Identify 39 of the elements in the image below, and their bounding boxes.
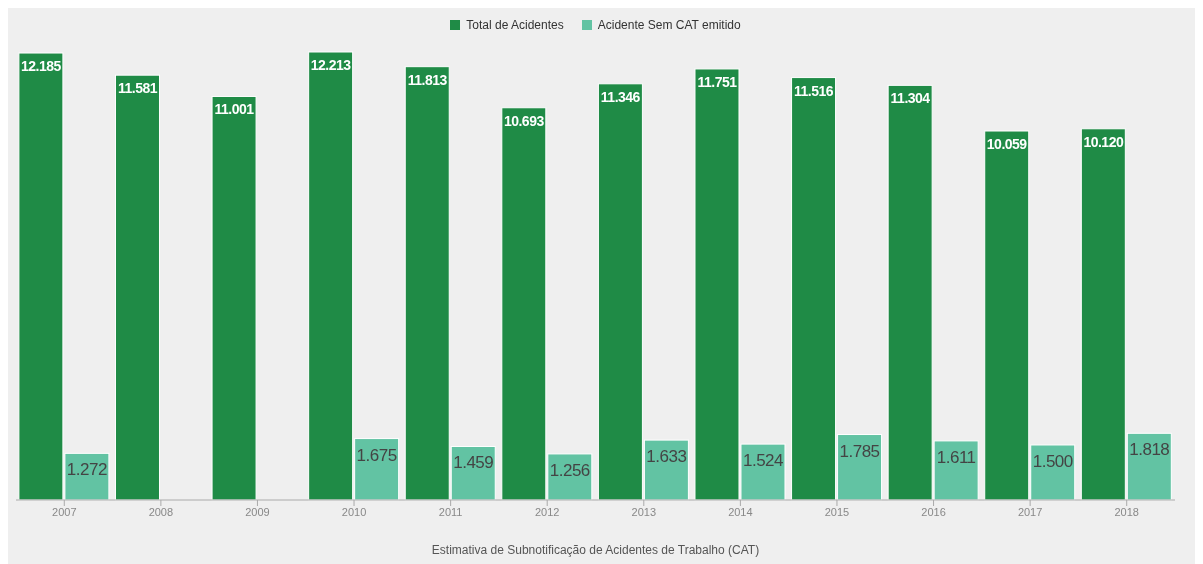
x-tick-label: 2007 [52,505,77,518]
data-label: 1.500 [1032,451,1073,471]
data-label: 1.611 [936,447,976,467]
legend-label: Total de Acidentes [466,18,564,32]
data-label: 10.120 [1083,133,1124,150]
data-label: 10.693 [503,112,545,129]
x-axis-title: Estimativa de Subnotificação de Acidentes de Trabalho (CAT) [431,543,760,557]
data-label: 1.818 [1129,440,1170,460]
x-tick-label: 2010 [341,505,367,518]
bar [211,95,257,501]
x-tick-label: 2011 [438,505,463,518]
data-label: 11.001 [214,101,255,118]
data-label: 10.059 [986,136,1028,153]
data-label: 11.581 [117,80,158,97]
data-label: 12.213 [310,57,352,73]
data-label: 11.813 [407,71,448,88]
x-tick-label: 2009 [245,505,270,518]
x-tick-label: 2008 [148,505,174,518]
x-tick-label: 2014 [728,505,753,518]
data-label: 1.675 [356,445,397,465]
data-label: 11.516 [794,82,834,99]
data-label: 11.346 [600,88,641,105]
x-tick-label: 2018 [1114,505,1139,518]
x-tick-label: 2013 [631,505,657,518]
x-tick-label: 2012 [534,505,560,518]
x-tick-label: 2015 [824,505,850,518]
bar [114,74,160,501]
data-label: 1.272 [66,460,107,480]
data-label: 11.751 [697,73,738,90]
legend-label: Acidente Sem CAT emitido [597,18,741,32]
data-label: 1.785 [839,441,880,461]
data-label: 1.524 [742,451,784,471]
data-label: 1.633 [646,447,687,467]
data-label: 1.459 [453,453,494,473]
data-label: 12.185 [20,58,62,75]
x-tick-label: 2017 [1017,505,1043,518]
data-label: 11.304 [890,90,931,107]
x-tick-label: 2016 [921,505,946,518]
data-label: 1.256 [549,460,590,480]
